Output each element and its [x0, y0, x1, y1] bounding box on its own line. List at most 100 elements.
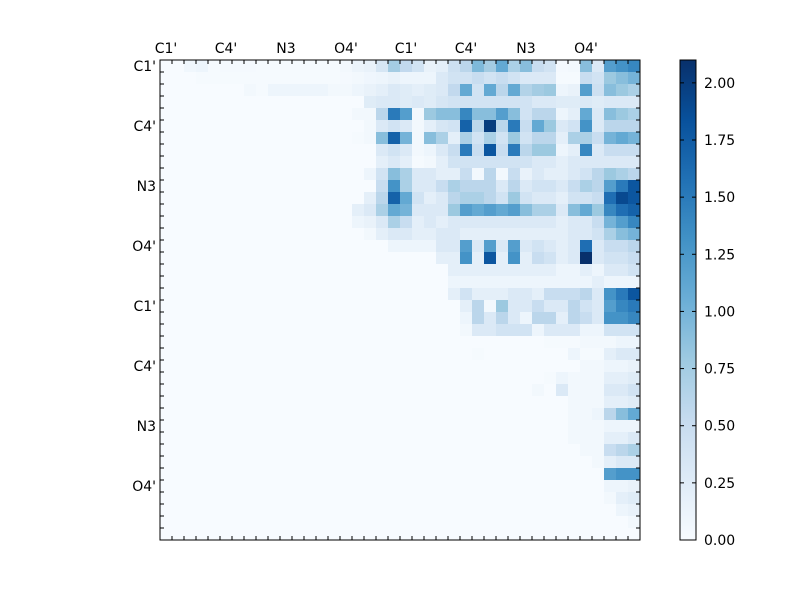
heatmap-cell — [628, 72, 641, 85]
heatmap-cell — [412, 156, 425, 169]
heatmap-cell — [196, 168, 209, 181]
heatmap-cell — [484, 72, 497, 85]
heatmap-cell — [484, 432, 497, 445]
heatmap-cell — [352, 348, 365, 361]
heatmap-cell — [160, 132, 173, 145]
heatmap-cell — [292, 528, 305, 541]
heatmap-cell — [220, 276, 233, 289]
heatmap-cell — [460, 468, 473, 481]
heatmap-cell — [256, 96, 269, 109]
heatmap-cell — [160, 84, 173, 97]
heatmap-cell — [352, 528, 365, 541]
heatmap-cell — [388, 132, 401, 145]
heatmap-cell — [304, 264, 317, 277]
heatmap-cell — [184, 396, 197, 409]
heatmap-cell — [292, 228, 305, 241]
heatmap-cell — [388, 252, 401, 265]
heatmap-cell — [304, 528, 317, 541]
heatmap-cell — [352, 384, 365, 397]
heatmap-cell — [556, 456, 569, 469]
heatmap-cell — [424, 468, 437, 481]
heatmap-cell — [328, 300, 341, 313]
heatmap-cell — [532, 144, 545, 157]
heatmap-cell — [544, 108, 557, 121]
heatmap-cell — [208, 132, 221, 145]
heatmap-cell — [280, 492, 293, 505]
heatmap-cell — [172, 240, 185, 253]
heatmap-cell — [304, 348, 317, 361]
heatmap-cell — [328, 192, 341, 205]
heatmap-cell — [472, 240, 485, 253]
heatmap-cell — [460, 336, 473, 349]
heatmap-cell — [556, 108, 569, 121]
heatmap-cell — [400, 396, 413, 409]
heatmap-cell — [628, 84, 641, 97]
heatmap-cell — [160, 60, 173, 73]
heatmap-cell — [196, 468, 209, 481]
heatmap-cell — [292, 60, 305, 73]
heatmap-cell — [304, 72, 317, 85]
heatmap-cell — [196, 516, 209, 529]
heatmap-cell — [508, 312, 521, 325]
heatmap-cell — [304, 324, 317, 337]
heatmap-cell — [160, 384, 173, 397]
heatmap-cell — [556, 288, 569, 301]
heatmap-cell — [304, 132, 317, 145]
heatmap-cell — [196, 228, 209, 241]
heatmap-cell — [496, 444, 509, 457]
heatmap-cell — [424, 360, 437, 373]
heatmap-cell — [412, 456, 425, 469]
heatmap-cell — [628, 480, 641, 493]
heatmap-cell — [208, 168, 221, 181]
heatmap-cell — [184, 456, 197, 469]
heatmap-cell — [364, 144, 377, 157]
heatmap-cell — [328, 264, 341, 277]
heatmap-cell — [232, 456, 245, 469]
heatmap-cell — [280, 468, 293, 481]
heatmap-cell — [460, 432, 473, 445]
heatmap-cell — [460, 240, 473, 253]
heatmap-cell — [448, 480, 461, 493]
heatmap-cell — [316, 420, 329, 433]
heatmap-cell — [292, 156, 305, 169]
heatmap-cell — [496, 108, 509, 121]
heatmap-cell — [376, 240, 389, 253]
heatmap-cell — [388, 372, 401, 385]
heatmap-cell — [388, 192, 401, 205]
heatmap-cell — [568, 240, 581, 253]
heatmap-cell — [256, 132, 269, 145]
heatmap-cell — [208, 336, 221, 349]
colorbar-tick-label: 1.00 — [704, 304, 735, 320]
heatmap-cell — [232, 360, 245, 373]
heatmap-cell — [472, 84, 485, 97]
heatmap-cell — [328, 384, 341, 397]
heatmap-cell — [568, 84, 581, 97]
heatmap-cell — [256, 228, 269, 241]
heatmap-cell — [556, 480, 569, 493]
heatmap-cell — [616, 348, 629, 361]
heatmap-cell — [352, 72, 365, 85]
heatmap-cell — [604, 276, 617, 289]
heatmap-cell — [460, 528, 473, 541]
heatmap-cell — [196, 432, 209, 445]
heatmap-cell — [460, 372, 473, 385]
heatmap-cell — [376, 216, 389, 229]
heatmap-cell — [160, 168, 173, 181]
heatmap-cell — [232, 216, 245, 229]
heatmap-cell — [328, 444, 341, 457]
heatmap-cell — [412, 384, 425, 397]
heatmap-cell — [568, 504, 581, 517]
heatmap-cell — [604, 456, 617, 469]
heatmap-cell — [160, 216, 173, 229]
heatmap-cell — [580, 132, 593, 145]
heatmap-cell — [172, 372, 185, 385]
heatmap-cell — [184, 168, 197, 181]
heatmap-cell — [256, 168, 269, 181]
heatmap-cell — [280, 312, 293, 325]
colorbar-tick-label: 2.00 — [704, 76, 735, 92]
heatmap-cell — [616, 336, 629, 349]
heatmap-cell — [352, 504, 365, 517]
heatmap-cell — [352, 132, 365, 145]
heatmap-cell — [508, 96, 521, 109]
heatmap-cell — [544, 360, 557, 373]
